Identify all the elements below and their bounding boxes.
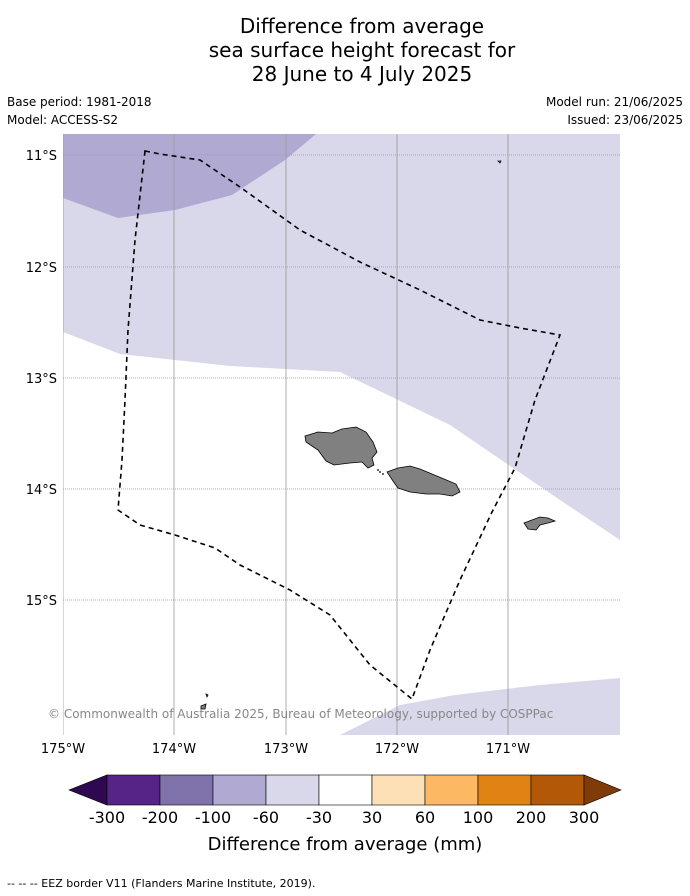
title-line: Difference from average [239, 14, 485, 38]
lon-tick-label: 175°W [41, 742, 85, 757]
colorbar-tick-label: -200 [141, 808, 179, 827]
anomaly-region-light-south [340, 678, 620, 735]
rose-atoll-small [200, 703, 207, 710]
eez-border [117, 150, 562, 701]
colorbar-cell [530, 774, 585, 806]
apolima-manono-dots [377, 469, 384, 475]
copyright-text: © Commonwealth of Australia 2025, Bureau… [48, 707, 553, 721]
colorbar-extend-high [583, 774, 622, 806]
anomaly-region-light-north [63, 134, 620, 540]
islet-dot [205, 693, 209, 699]
title-line: sea surface height forecast for [208, 38, 516, 62]
issued-date: Issued: 23/06/2025 [567, 113, 683, 127]
colorbar-label: Difference from average (mm) [207, 834, 483, 855]
colorbar-tick-label: 300 [568, 808, 600, 827]
lat-tick-label: 15°S [26, 594, 57, 609]
grid-lines [63, 134, 620, 735]
lat-tick-label: 14°S [26, 483, 57, 498]
colorbar-cell [106, 774, 161, 806]
anomaly-region-medium [63, 134, 316, 218]
colorbar-tick-label: 30 [361, 808, 383, 827]
eez-legend-note: -- -- -- EEZ border V11 (Flanders Marine… [7, 877, 316, 890]
colorbar-cell [424, 774, 479, 806]
model-name: Model: ACCESS-S2 [7, 113, 119, 127]
colorbar-tick-label: 60 [414, 808, 436, 827]
upolu-island [386, 465, 461, 497]
colorbar-cell [265, 774, 320, 806]
colorbar-extend-low [68, 774, 108, 806]
lon-tick-label: 174°W [152, 742, 196, 757]
lon-tick-label: 173°W [264, 742, 308, 757]
lat-tick-label: 11°S [26, 149, 57, 164]
colorbar-tick-label: -100 [194, 808, 232, 827]
colorbar-tick-label: 200 [515, 808, 547, 827]
lon-tick-label: 171°W [486, 742, 530, 757]
colorbar-cell [212, 774, 267, 806]
colorbar-cell [477, 774, 532, 806]
tutuila-island [523, 516, 557, 531]
colorbar-tick-label: -60 [252, 808, 280, 827]
lat-tick-label: 13°S [26, 372, 57, 387]
colorbar-cell [371, 774, 426, 806]
chart-title: Difference from average sea surface heig… [0, 14, 690, 86]
colorbar-cell [159, 774, 214, 806]
model-run: Model run: 21/06/2025 [545, 95, 683, 109]
title-line: 28 June to 4 July 2025 [251, 62, 473, 86]
colorbar-tick-label: -30 [305, 808, 333, 827]
swains-island [497, 160, 502, 164]
colorbar [68, 774, 622, 806]
base-period: Base period: 1981-2018 [7, 95, 152, 109]
colorbar-cell [318, 774, 373, 806]
colorbar-tick-label: -300 [88, 808, 126, 827]
lat-tick-label: 12°S [26, 261, 57, 276]
colorbar-tick-label: 100 [462, 808, 494, 827]
savaii-island [304, 426, 378, 469]
lon-tick-label: 172°W [375, 742, 419, 757]
